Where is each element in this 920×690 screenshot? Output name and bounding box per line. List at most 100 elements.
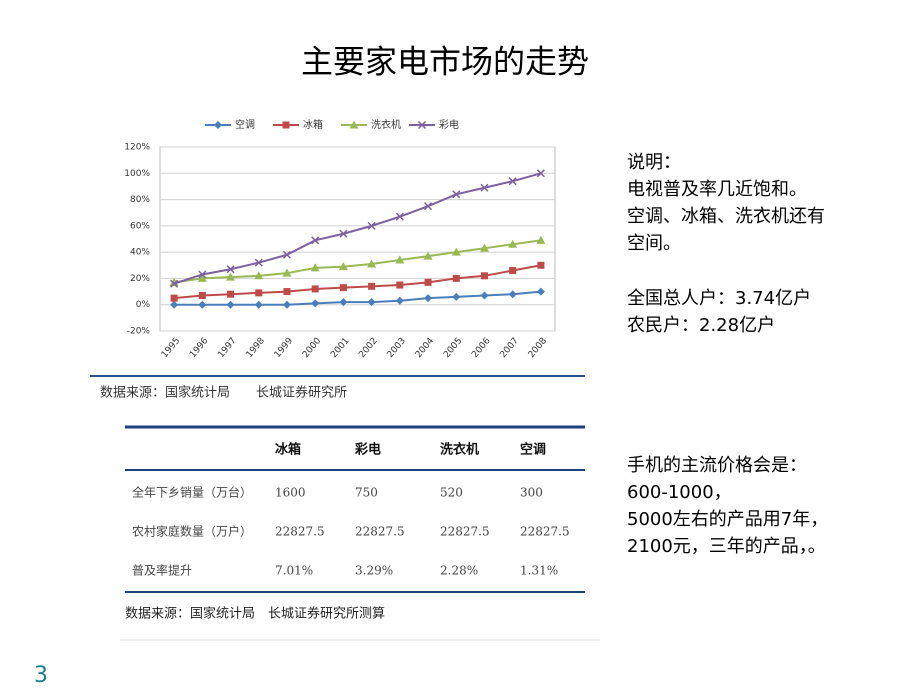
marker [423, 251, 433, 260]
table-cell: 22827.5 [355, 525, 405, 539]
x-tick-label: 2002 [357, 336, 379, 360]
series-line [174, 290, 541, 306]
table-cell: 3.29% [355, 564, 393, 578]
y-tick-label: 80% [130, 195, 150, 205]
table-cell: 7.01% [275, 564, 313, 578]
table-cell: 520 [440, 486, 463, 500]
x-tick-label: 2003 [386, 336, 408, 360]
marker [395, 255, 405, 264]
marker [536, 169, 545, 178]
note-line: 空间。 [627, 233, 681, 254]
page-number: 3 [34, 663, 48, 688]
marker [254, 271, 264, 280]
legend-marker [349, 120, 359, 129]
marker [537, 261, 545, 269]
y-tick-label: 20% [130, 274, 150, 284]
marker [339, 229, 348, 238]
note-line: 电视普及率几近饱和。 [627, 179, 807, 200]
marker [480, 291, 489, 300]
marker [509, 267, 517, 275]
x-tick-label: 2004 [414, 336, 437, 360]
table-header: 冰箱 [275, 442, 301, 458]
y-tick-label: 60% [130, 221, 150, 231]
table-cell: 22827.5 [440, 525, 490, 539]
marker [395, 212, 404, 221]
x-tick-label: 2000 [301, 336, 324, 360]
slide-title: 主要家电市场的走势 [301, 43, 589, 81]
marker [339, 298, 348, 307]
marker [424, 202, 433, 211]
x-tick-label: 2005 [442, 336, 464, 360]
marker [282, 250, 291, 259]
marker [451, 247, 461, 256]
table-cell: 300 [520, 486, 543, 500]
marker [424, 294, 433, 303]
table-cell: 750 [355, 486, 378, 500]
marker [367, 259, 377, 268]
plot-frame [159, 146, 556, 332]
marker [198, 270, 207, 279]
table-cell: 2.28% [440, 564, 478, 578]
x-tick-label: 2007 [499, 336, 521, 360]
marker [254, 300, 263, 309]
marker [367, 221, 376, 230]
marker [536, 287, 545, 296]
marker [452, 274, 460, 282]
note-line: 2100元，三年的产品，。 [627, 536, 826, 557]
marker [311, 299, 320, 308]
x-tick-label: 1998 [245, 336, 268, 360]
y-tick-label: -20% [127, 327, 151, 337]
marker [338, 262, 348, 271]
marker [198, 300, 207, 309]
note-line: 说明： [627, 152, 681, 173]
legend-marker [214, 121, 222, 129]
legend-marker [417, 120, 427, 130]
x-tick-label: 2006 [470, 336, 493, 360]
marker [226, 265, 235, 274]
marker [367, 298, 376, 307]
table-header: 空调 [520, 442, 546, 458]
legend-label: 洗衣机 [371, 118, 401, 131]
table-cell: 1600 [275, 486, 306, 500]
series-line [173, 239, 542, 284]
y-tick-label: 120% [124, 143, 150, 153]
note-line: 手机的主流价格会是： [627, 455, 807, 476]
marker [424, 278, 432, 286]
x-tick-label: 1999 [273, 336, 296, 360]
y-tick-label: 0% [136, 300, 151, 310]
series-line [174, 264, 542, 300]
marker [480, 183, 489, 192]
marker [170, 300, 179, 309]
row-label: 普及率提升 [132, 563, 192, 578]
marker [452, 190, 461, 199]
table-cell: 22827.5 [520, 525, 570, 539]
row-label: 全年下乡销量（万台） [132, 485, 252, 500]
marker [311, 236, 320, 245]
note-line: 5000左右的产品用7年， [627, 509, 828, 530]
y-tick-label: 40% [130, 248, 150, 258]
chart-source: 数据来源：国家统计局 长城证券研究所 [100, 385, 347, 401]
legend-label: 空调 [235, 118, 255, 131]
marker [310, 263, 320, 272]
marker [480, 272, 488, 280]
legend-label: 冰箱 [303, 118, 323, 131]
marker [197, 273, 207, 282]
legend-label: 彩电 [439, 118, 459, 131]
x-tick-label: 2001 [329, 336, 351, 360]
marker [282, 268, 292, 277]
x-tick-label: 1995 [160, 336, 182, 360]
marker [282, 300, 291, 309]
marker [170, 294, 178, 302]
marker [452, 292, 461, 301]
marker [339, 284, 347, 292]
x-tick-label: 1997 [216, 336, 238, 360]
note-line: 全国总人户：3.74亿户 [627, 288, 811, 309]
marker [227, 290, 235, 298]
marker [508, 290, 517, 299]
table-cell: 1.31% [520, 564, 558, 578]
table-source: 数据来源：国家统计局 长城证券研究所测算 [125, 606, 385, 622]
x-tick-label: 1996 [188, 336, 211, 360]
table-header: 彩电 [354, 442, 381, 458]
marker [368, 282, 376, 290]
